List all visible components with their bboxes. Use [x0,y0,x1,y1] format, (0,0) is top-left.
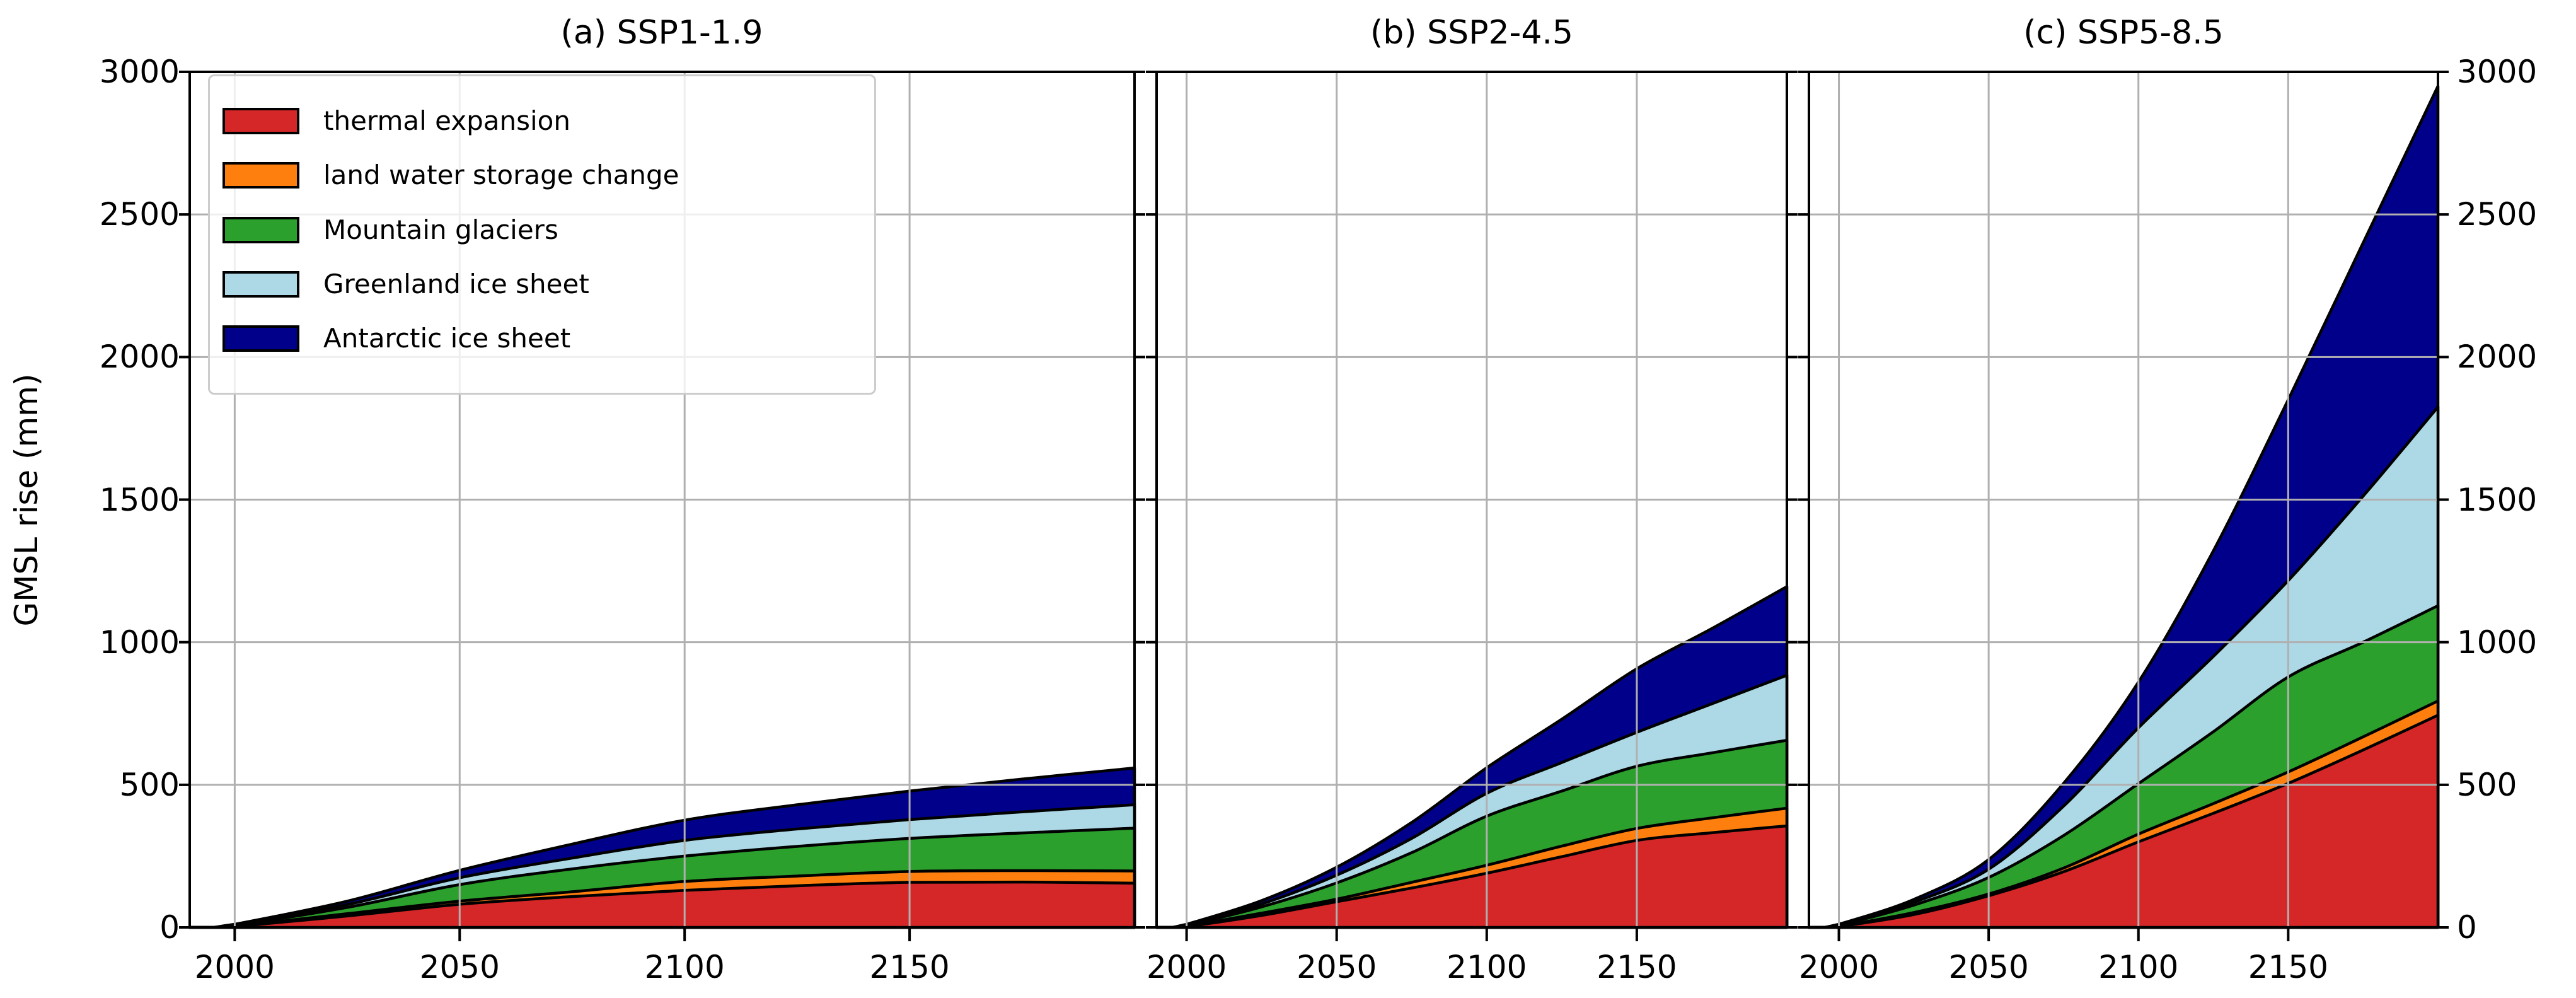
y-tick-label-right-0: 0 [2457,909,2477,946]
y-tick-label-right-1000: 1000 [2457,624,2538,661]
y-tick-label-right-2500: 2500 [2457,196,2538,233]
legend-swatch-thermal-expansion-icon [222,108,299,134]
legend-label: thermal expansion [323,105,570,136]
x-tick-label-panel-a-2000: 2000 [194,949,275,985]
y-tick-label-left-500: 500 [119,766,180,803]
legend-label: Greenland ice sheet [323,269,589,299]
area-thermal-expansion [188,880,1136,929]
y-tick-label-right-500: 500 [2457,766,2517,803]
y-tick-label-left-2500: 2500 [99,196,180,233]
legend-swatch-mountain-glaciers-icon [222,217,299,243]
legend-item-mountain-glaciers: Mountain glaciers [210,214,874,245]
x-tick-label-panel-a-2050: 2050 [419,949,500,985]
legend-label: land water storage change [323,160,679,190]
legend-swatch-land-water-storage-change-icon [222,162,299,189]
y-tick-label-right-1500: 1500 [2457,481,2538,518]
area-thermal-expansion [1807,714,2440,929]
x-tick-label-panel-c-2050: 2050 [1948,949,2029,985]
x-tick-label-panel-c-2100: 2100 [2098,949,2179,985]
legend-swatch-antarctic-ice-sheet-icon [222,325,299,352]
tick-marks [179,71,1145,941]
y-tick-label-left-1500: 1500 [99,481,180,518]
legend-swatch-greenland-ice-sheet-icon [222,271,299,298]
legend-label: Mountain glaciers [323,214,558,245]
x-tick-label-panel-b-2150: 2150 [1597,949,1677,985]
legend-item-land-water-storage-change: land water storage change [210,160,874,190]
area-thermal-expansion [1155,824,1789,929]
panel-c-title: (c) SSP5-8.5 [2023,14,2224,52]
legend-item-greenland-ice-sheet: Greenland ice sheet [210,269,874,299]
x-tick-label-panel-a-2100: 2100 [644,949,725,985]
gridlines [1157,72,1787,927]
tick-marks [1798,71,2449,941]
panel-a-title: (a) SSP1-1.9 [560,14,763,52]
panel-b [1146,71,1798,941]
tick-marks [1146,71,1798,941]
legend-item-thermal-expansion: thermal expansion [210,105,874,136]
y-tick-label-left-3000: 3000 [99,54,180,90]
legend: thermal expansion land water storage cha… [208,74,876,395]
panel-c [1798,71,2449,941]
x-tick-label-panel-b-2050: 2050 [1297,949,1377,985]
panel-a [179,71,1145,941]
y-tick-label-left-1000: 1000 [99,624,180,661]
y-tick-label-right-2000: 2000 [2457,339,2538,376]
x-tick-label-panel-b-2000: 2000 [1146,949,1227,985]
x-tick-label-panel-b-2100: 2100 [1447,949,1527,985]
y-tick-label-left-2000: 2000 [99,339,180,376]
panel-b-title: (b) SSP2-4.5 [1370,14,1574,52]
x-tick-label-panel-c-2000: 2000 [1798,949,1880,985]
y-tick-label-left-0: 0 [159,909,180,946]
legend-item-antarctic-ice-sheet: Antarctic ice sheet [210,323,874,354]
legend-label: Antarctic ice sheet [323,323,571,354]
x-tick-label-panel-a-2150: 2150 [869,949,950,985]
x-tick-label-panel-c-2150: 2150 [2248,949,2328,985]
gridlines [1809,72,2438,927]
y-tick-label-right-3000: 3000 [2457,54,2538,90]
